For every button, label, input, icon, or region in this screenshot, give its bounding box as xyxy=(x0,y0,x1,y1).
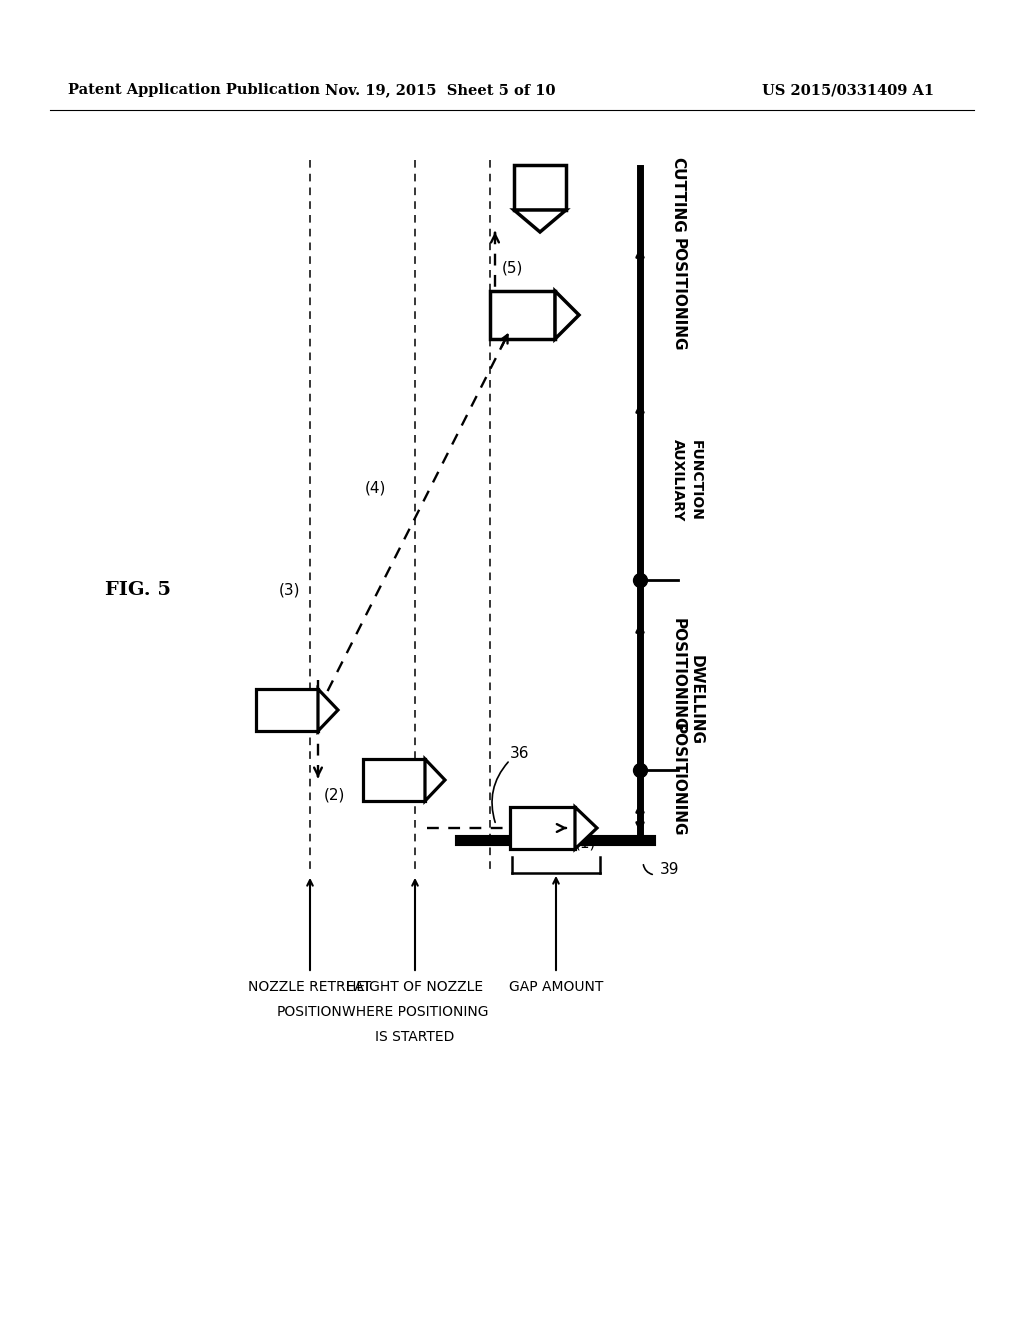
Text: POSITIONING: POSITIONING xyxy=(671,618,685,731)
Text: FUNCTION: FUNCTION xyxy=(689,440,703,520)
Text: POSITIONING: POSITIONING xyxy=(671,238,685,351)
Text: (4): (4) xyxy=(365,480,386,495)
Polygon shape xyxy=(555,290,579,339)
Text: Nov. 19, 2015  Sheet 5 of 10: Nov. 19, 2015 Sheet 5 of 10 xyxy=(325,83,555,96)
Text: CUTTING: CUTTING xyxy=(671,157,685,232)
Text: (3): (3) xyxy=(279,582,300,598)
Polygon shape xyxy=(490,290,555,339)
Text: HEIGHT OF NOZZLE: HEIGHT OF NOZZLE xyxy=(346,979,483,994)
Text: (1): (1) xyxy=(575,836,596,850)
Text: IS STARTED: IS STARTED xyxy=(376,1030,455,1044)
Polygon shape xyxy=(362,759,425,801)
Text: Patent Application Publication: Patent Application Publication xyxy=(68,83,319,96)
Text: POSITION: POSITION xyxy=(278,1005,343,1019)
Text: NOZZLE RETREAT: NOZZLE RETREAT xyxy=(249,979,372,994)
Polygon shape xyxy=(425,759,445,801)
Text: (5): (5) xyxy=(502,260,523,276)
Polygon shape xyxy=(575,807,597,849)
Text: FIG. 5: FIG. 5 xyxy=(105,581,171,599)
Text: US 2015/0331409 A1: US 2015/0331409 A1 xyxy=(762,83,934,96)
Polygon shape xyxy=(256,689,318,731)
Text: POSITIONING: POSITIONING xyxy=(671,723,685,837)
Polygon shape xyxy=(510,807,575,849)
Text: WHERE POSITIONING: WHERE POSITIONING xyxy=(342,1005,488,1019)
Polygon shape xyxy=(514,210,566,232)
Text: GAP AMOUNT: GAP AMOUNT xyxy=(509,979,603,994)
Text: 39: 39 xyxy=(660,862,680,878)
Polygon shape xyxy=(318,689,338,731)
Polygon shape xyxy=(514,165,566,210)
Text: DWELLING: DWELLING xyxy=(688,655,703,744)
Text: 36: 36 xyxy=(510,746,529,760)
Text: AUXILIARY: AUXILIARY xyxy=(671,438,685,521)
Text: (2): (2) xyxy=(324,788,345,803)
